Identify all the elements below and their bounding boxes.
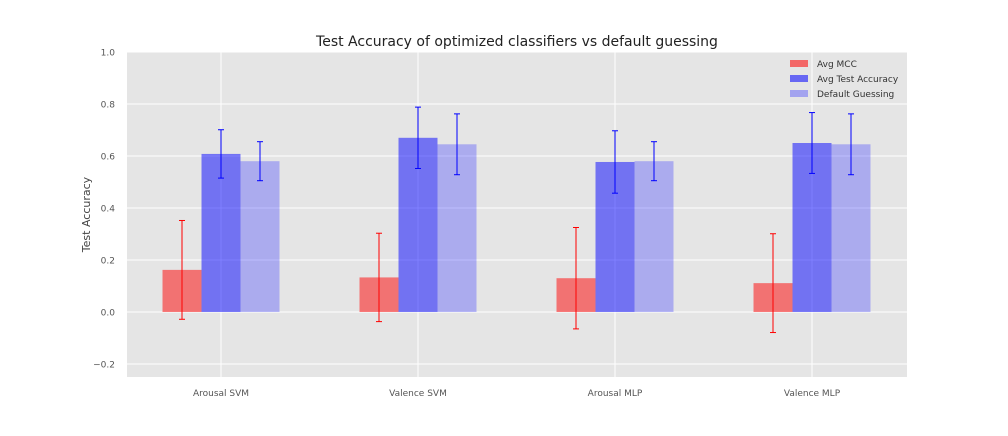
legend-swatch xyxy=(790,60,808,67)
x-tick-labels: Arousal SVM Valence SVM Arousal MLP Valence… xyxy=(193,389,841,399)
y-tick-label: 0.8 xyxy=(101,101,116,111)
x-tick-label: Arousal SVM xyxy=(193,389,249,399)
y-tick-labels: −0.2 0.0 0.2 0.4 0.6 0.8 1.0 xyxy=(93,49,115,371)
y-tick-label: −0.2 xyxy=(93,361,115,371)
legend-swatch xyxy=(790,90,808,97)
y-tick-label: 0.0 xyxy=(101,309,116,319)
legend: Avg MCC Avg Test Accuracy Default Guessing xyxy=(790,60,899,100)
legend-label: Avg MCC xyxy=(817,60,857,70)
x-tick-label: Arousal MLP xyxy=(588,389,643,399)
x-tick-label: Valence MLP xyxy=(784,389,841,399)
y-axis-label: Test Accuracy xyxy=(80,176,93,253)
legend-label: Default Guessing xyxy=(817,90,894,100)
y-tick-label: 1.0 xyxy=(101,49,116,59)
legend-swatch xyxy=(790,75,808,82)
plot-area xyxy=(127,52,907,377)
y-tick-label: 0.4 xyxy=(101,205,116,215)
bar-3 xyxy=(634,161,674,312)
error-bars xyxy=(179,106,854,334)
y-tick-label: 0.6 xyxy=(101,153,116,163)
legend-label: Avg Test Accuracy xyxy=(817,75,899,85)
bar-3 xyxy=(240,161,280,312)
y-tick-label: 0.2 xyxy=(101,257,115,267)
chart-title: Test Accuracy of optimized classifiers v… xyxy=(315,34,718,50)
x-tick-label: Valence SVM xyxy=(389,389,447,399)
bar-2 xyxy=(201,153,241,312)
